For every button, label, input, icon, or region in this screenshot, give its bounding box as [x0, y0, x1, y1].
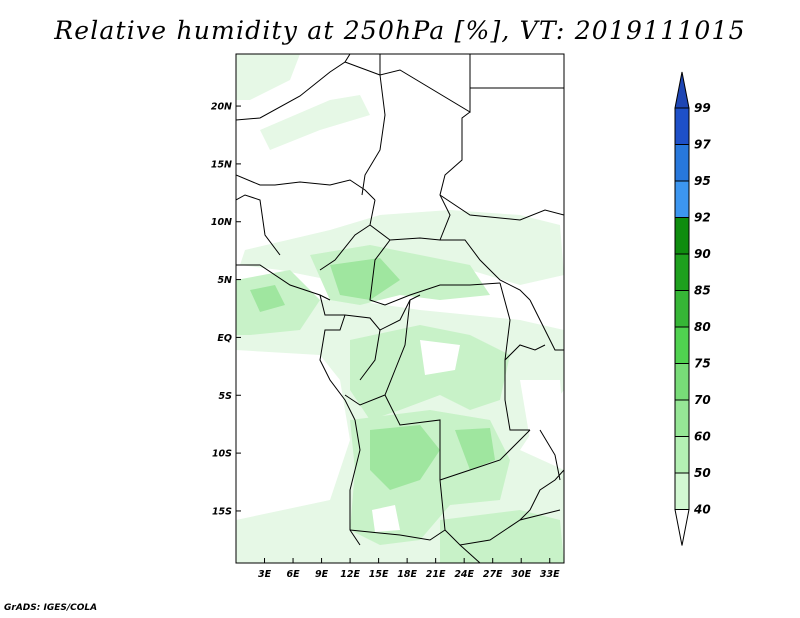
- colorbar-label: 92: [694, 211, 711, 225]
- humidity-region: [455, 428, 495, 470]
- colorbar-segment: [674, 472, 690, 510]
- lat-tick-label: EQ: [217, 333, 232, 344]
- colorbar-label: 99: [694, 101, 711, 115]
- colorbar-label: 85: [694, 284, 711, 298]
- humidity-region: [250, 285, 285, 312]
- humidity-region: [260, 95, 370, 150]
- lat-tick-label: 15S: [212, 506, 232, 517]
- colorbar: 99 97 95 92 90 85 80 75 70 60 50 40: [674, 71, 711, 546]
- grads-credit: GrADS: IGES/COLA: [4, 603, 98, 613]
- colorbar-label: 40: [693, 503, 711, 517]
- colorbar-top-arrow: [674, 71, 690, 109]
- lon-tick-label: 18E: [397, 569, 417, 580]
- colorbar-label: 50: [694, 466, 711, 480]
- lon-tick-label: 12E: [340, 569, 360, 580]
- humidity-region: [440, 510, 564, 563]
- humidity-region: [236, 54, 300, 100]
- lon-tick-label: 27E: [483, 569, 503, 580]
- colorbar-label: 80: [694, 320, 711, 334]
- lat-axis: 20N 15N 10N 5N EQ 5S 10S 15S: [211, 102, 241, 517]
- lon-tick-label: 21E: [426, 569, 446, 580]
- country-borders: [236, 54, 564, 563]
- colorbar-segment: [674, 180, 690, 218]
- humidity-region: [370, 425, 440, 490]
- colorbar-label: 75: [694, 357, 711, 371]
- colorbar-segment: [674, 253, 690, 291]
- lon-axis: 3E 6E 9E 12E 15E 18E 21E 24E 27E 30E 33E: [258, 558, 560, 580]
- dry-region: [372, 505, 400, 532]
- colorbar-segment: [674, 436, 690, 474]
- dry-region: [420, 340, 460, 375]
- dry-region: [520, 380, 564, 440]
- lon-tick-label: 15E: [369, 569, 389, 580]
- colorbar-segment: [674, 326, 690, 364]
- colorbar-segment: [674, 217, 690, 255]
- colorbar-label: 60: [694, 430, 711, 444]
- colorbar-segment: [674, 290, 690, 328]
- lon-tick-label: 30E: [511, 569, 531, 580]
- lat-tick-label: 5N: [217, 275, 232, 286]
- lon-tick-label: 9E: [315, 569, 329, 580]
- lat-tick-label: 20N: [211, 102, 232, 113]
- colorbar-segment: [674, 144, 690, 182]
- colorbar-segment: [674, 363, 690, 401]
- colorbar-bottom-arrow: [674, 509, 690, 546]
- humidity-field: [236, 54, 564, 563]
- colorbar-label: 90: [694, 247, 711, 261]
- lat-tick-label: 5S: [219, 391, 233, 402]
- colorbar-label: 97: [694, 138, 711, 152]
- humidity-region: [330, 258, 400, 300]
- lat-tick-label: 15N: [211, 159, 232, 170]
- colorbar-segment: [674, 399, 690, 437]
- colorbar-segment: [674, 107, 690, 145]
- map-frame: [235, 53, 565, 564]
- lon-tick-label: 3E: [258, 569, 272, 580]
- lon-tick-label: 6E: [286, 569, 300, 580]
- chart-title: Relative humidity at 250hPa [%], VT: 201…: [54, 16, 746, 45]
- lon-tick-label: 24E: [454, 569, 474, 580]
- lon-tick-label: 33E: [540, 569, 560, 580]
- colorbar-label: 70: [694, 393, 711, 407]
- lat-tick-label: 10N: [211, 217, 232, 228]
- lat-tick-label: 10S: [212, 449, 232, 460]
- colorbar-label: 95: [694, 174, 711, 188]
